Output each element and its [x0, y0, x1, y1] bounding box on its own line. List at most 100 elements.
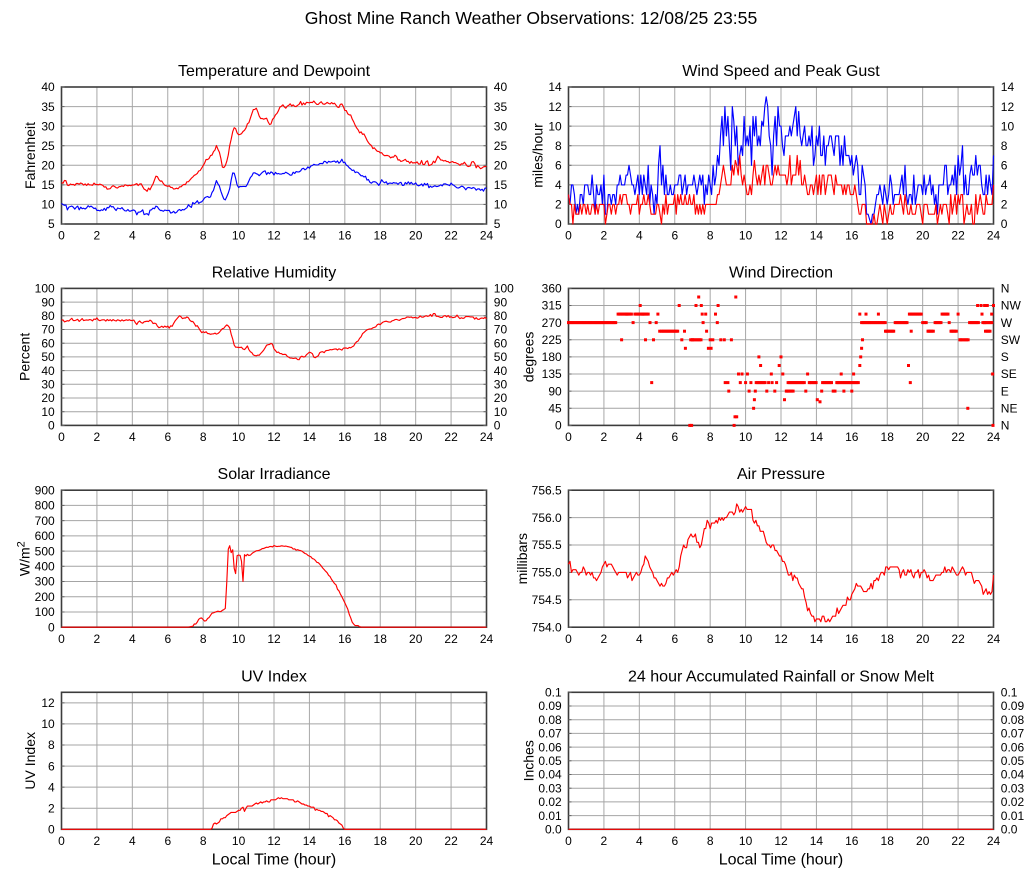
- svg-text:W: W: [1001, 316, 1013, 330]
- svg-text:50: 50: [41, 350, 55, 364]
- svg-text:10: 10: [41, 717, 55, 731]
- svg-text:225: 225: [542, 333, 562, 347]
- svg-text:0: 0: [565, 229, 572, 243]
- svg-text:N: N: [1001, 282, 1010, 296]
- svg-text:756.5: 756.5: [532, 483, 562, 497]
- svg-text:754.0: 754.0: [532, 620, 562, 634]
- svg-text:15: 15: [494, 178, 508, 192]
- svg-text:SE: SE: [1001, 367, 1017, 381]
- svg-text:18: 18: [374, 430, 388, 444]
- svg-text:24 hour Accumulated Rainfall o: 24 hour Accumulated Rainfall or Snow Mel…: [628, 668, 934, 685]
- svg-text:756.0: 756.0: [532, 511, 562, 525]
- svg-text:6: 6: [1001, 159, 1008, 173]
- svg-text:0: 0: [555, 419, 562, 433]
- svg-text:Solar Irradiance: Solar Irradiance: [218, 466, 331, 483]
- svg-text:0.0: 0.0: [545, 823, 562, 837]
- svg-text:0: 0: [48, 419, 55, 433]
- svg-text:0.07: 0.07: [1001, 727, 1025, 741]
- svg-text:8: 8: [200, 229, 207, 243]
- svg-text:Fahrenheit: Fahrenheit: [22, 122, 38, 189]
- svg-text:2: 2: [48, 801, 55, 815]
- svg-text:SW: SW: [1001, 333, 1021, 347]
- svg-text:22: 22: [951, 229, 965, 243]
- svg-text:12: 12: [774, 834, 788, 848]
- svg-text:8: 8: [707, 632, 714, 646]
- svg-text:12: 12: [267, 632, 281, 646]
- svg-text:70: 70: [494, 323, 508, 337]
- svg-text:22: 22: [444, 430, 458, 444]
- svg-text:40: 40: [41, 80, 55, 94]
- svg-text:900: 900: [35, 483, 55, 497]
- svg-text:4: 4: [555, 178, 562, 192]
- svg-text:300: 300: [35, 575, 55, 589]
- svg-text:2: 2: [1001, 198, 1008, 212]
- svg-text:4: 4: [636, 632, 643, 646]
- svg-text:10: 10: [739, 632, 753, 646]
- svg-text:8: 8: [707, 229, 714, 243]
- svg-text:0.04: 0.04: [538, 768, 562, 782]
- svg-text:400: 400: [35, 560, 55, 574]
- svg-text:10: 10: [232, 430, 246, 444]
- svg-text:8: 8: [200, 834, 207, 848]
- svg-text:16: 16: [845, 430, 859, 444]
- svg-text:0: 0: [1001, 217, 1008, 231]
- svg-text:6: 6: [671, 430, 678, 444]
- svg-text:12: 12: [267, 834, 281, 848]
- svg-text:35: 35: [41, 100, 55, 114]
- svg-text:40: 40: [494, 80, 508, 94]
- svg-text:2: 2: [601, 430, 608, 444]
- svg-text:14: 14: [303, 632, 317, 646]
- svg-text:Local Time (hour): Local Time (hour): [719, 852, 844, 869]
- svg-text:90: 90: [41, 295, 55, 309]
- svg-text:NE: NE: [1001, 402, 1018, 416]
- svg-text:18: 18: [374, 632, 388, 646]
- svg-text:18: 18: [374, 229, 388, 243]
- svg-text:10: 10: [232, 229, 246, 243]
- svg-text:24: 24: [987, 632, 1001, 646]
- svg-text:90: 90: [494, 295, 508, 309]
- svg-text:80: 80: [494, 309, 508, 323]
- svg-text:12: 12: [267, 430, 281, 444]
- svg-text:S: S: [1001, 350, 1009, 364]
- svg-text:0: 0: [565, 430, 572, 444]
- svg-text:30: 30: [494, 119, 508, 133]
- svg-text:180: 180: [542, 350, 562, 364]
- svg-text:755.0: 755.0: [532, 566, 562, 580]
- svg-text:millibars: millibars: [514, 533, 530, 584]
- svg-text:8: 8: [707, 430, 714, 444]
- svg-text:22: 22: [444, 834, 458, 848]
- svg-text:6: 6: [164, 632, 171, 646]
- svg-text:0: 0: [58, 632, 65, 646]
- svg-text:0.07: 0.07: [538, 727, 562, 741]
- svg-text:22: 22: [444, 229, 458, 243]
- svg-text:2: 2: [94, 430, 101, 444]
- svg-text:20: 20: [409, 632, 423, 646]
- svg-text:40: 40: [41, 364, 55, 378]
- svg-text:Wind Speed and Peak Gust: Wind Speed and Peak Gust: [682, 63, 880, 80]
- svg-text:270: 270: [542, 316, 562, 330]
- svg-text:W/m2: W/m2: [16, 541, 33, 576]
- svg-text:6: 6: [671, 834, 678, 848]
- svg-text:20: 20: [41, 391, 55, 405]
- svg-text:60: 60: [41, 336, 55, 350]
- svg-text:22: 22: [951, 834, 965, 848]
- svg-text:14: 14: [1001, 80, 1015, 94]
- svg-text:8: 8: [707, 834, 714, 848]
- svg-text:20: 20: [494, 159, 508, 173]
- svg-text:500: 500: [35, 544, 55, 558]
- svg-text:Inches: Inches: [521, 740, 537, 781]
- svg-text:4: 4: [636, 229, 643, 243]
- svg-text:14: 14: [303, 430, 317, 444]
- svg-text:12: 12: [774, 632, 788, 646]
- svg-text:24: 24: [987, 430, 1001, 444]
- svg-text:0.03: 0.03: [538, 781, 562, 795]
- svg-text:N: N: [1001, 419, 1010, 433]
- svg-text:18: 18: [881, 834, 895, 848]
- svg-text:4: 4: [48, 780, 55, 794]
- svg-text:0.01: 0.01: [538, 809, 562, 823]
- svg-text:0.0: 0.0: [1001, 823, 1018, 837]
- svg-text:12: 12: [41, 696, 55, 710]
- svg-text:10: 10: [739, 834, 753, 848]
- svg-text:200: 200: [35, 590, 55, 604]
- svg-text:4: 4: [129, 632, 136, 646]
